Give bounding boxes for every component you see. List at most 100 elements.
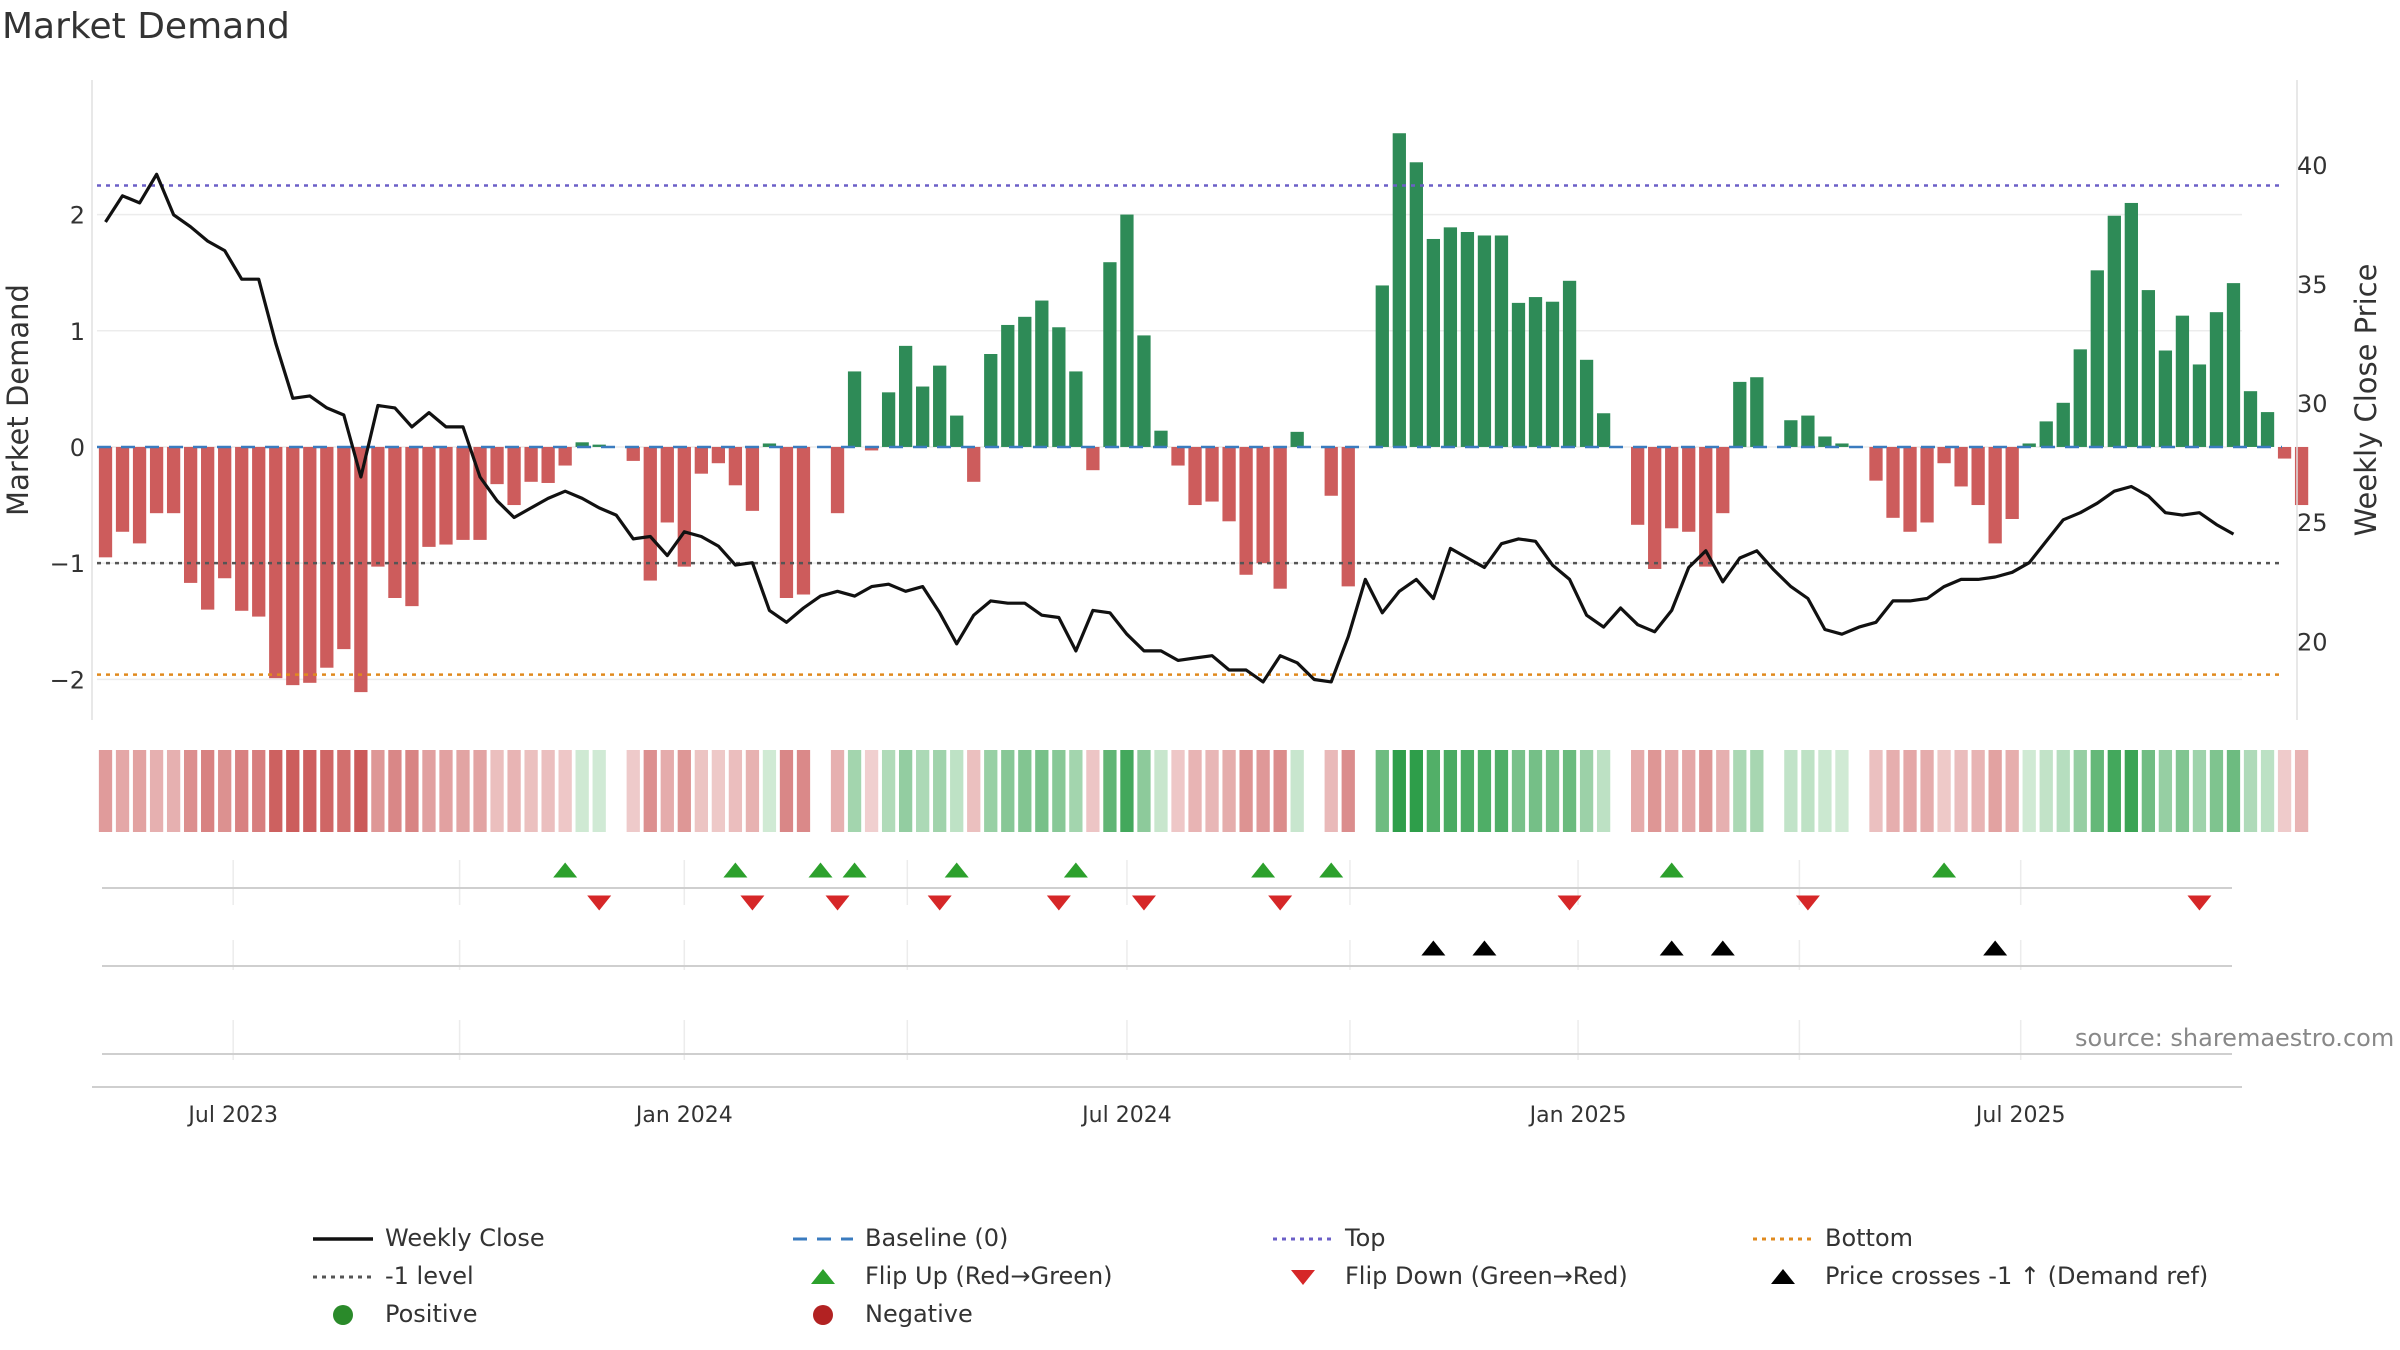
demand-bar-negative: [779, 446, 794, 598]
demand-bar-positive: [1818, 436, 1832, 447]
flip-down-marker: [1557, 895, 1582, 911]
strip-cell-positive: [2022, 750, 2036, 832]
demand-bar-negative: [166, 446, 181, 514]
legend-swatch: [1273, 1237, 1333, 1241]
strip-cell-positive: [1137, 750, 1151, 832]
strip-cell-positive: [2141, 750, 2156, 832]
demand-bar-positive: [762, 443, 777, 447]
price-cross-marker: [1659, 940, 1684, 956]
demand-bar-negative: [2294, 446, 2309, 506]
demand-bar-negative: [371, 446, 385, 567]
demand-bar-positive: [1392, 133, 1406, 447]
strip-cell-positive: [2209, 750, 2224, 832]
strip-cell-negative: [166, 750, 181, 832]
demand-bar-positive: [1103, 262, 1117, 447]
demand-bar-negative: [1324, 446, 1338, 496]
demand-bar-positive: [2175, 315, 2190, 447]
flip-up-marker: [1319, 862, 1344, 878]
legend-swatch: [793, 1237, 853, 1241]
demand-bar-positive: [2260, 412, 2275, 447]
strip-cell-positive: [1392, 750, 1406, 832]
strip-cell-positive: [1018, 750, 1032, 832]
strip-cell-negative: [1971, 750, 1985, 832]
demand-bar-positive: [2141, 290, 2156, 447]
demand-bar-positive: [1290, 431, 1304, 447]
demand-bar-negative: [1273, 446, 1287, 589]
demand-bar-positive: [1750, 377, 1764, 447]
demand-bar-positive: [2107, 215, 2121, 447]
y2-axis-label: Weekly Close Price: [2349, 264, 2383, 537]
legend-swatch: [1291, 1270, 1315, 1285]
strip-cell-positive: [1835, 750, 1849, 832]
strip-cell-negative: [1886, 750, 1900, 832]
strip-cell-negative: [286, 750, 300, 832]
y-axis-label: Market Demand: [1, 284, 35, 516]
demand-bar-negative: [1954, 446, 1968, 487]
demand-bar-positive: [1375, 285, 1389, 447]
strip-cell-negative: [422, 750, 436, 832]
demand-bar-negative: [115, 446, 130, 532]
demand-bar-positive: [1154, 430, 1168, 447]
demand-bar-negative: [864, 446, 879, 451]
strip-cell-negative: [1869, 750, 1883, 832]
legend-label: Bottom: [1825, 1224, 1914, 1252]
legend-swatch: [811, 1269, 835, 1284]
demand-bar-positive: [1069, 371, 1083, 447]
flip-up-marker: [1063, 862, 1088, 878]
demand-bar-positive: [2073, 349, 2087, 447]
demand-bar-negative: [1886, 446, 1900, 518]
legend-label: -1 level: [385, 1262, 474, 1290]
demand-bar-positive: [1511, 302, 1526, 447]
strip-cell-negative: [728, 750, 743, 832]
strip-cell-negative: [745, 750, 760, 832]
strip-cell-negative: [1188, 750, 1202, 832]
y-tick-label: 1: [70, 318, 85, 346]
legend-label: Flip Up (Red→Green): [865, 1262, 1113, 1290]
demand-bar-positive: [575, 442, 589, 447]
demand-bar-positive: [2124, 202, 2138, 447]
demand-bar-negative: [830, 446, 845, 514]
strip-cell-negative: [115, 750, 130, 832]
demand-bar-negative: [507, 446, 521, 506]
demand-bar-positive: [1477, 235, 1492, 447]
x-tick-label: Jan 2024: [634, 1103, 733, 1128]
demand-heat-strip: [98, 750, 2309, 832]
strip-cell-positive: [1154, 750, 1168, 832]
strip-cell-positive: [1120, 750, 1134, 832]
demand-bar-positive: [2158, 350, 2173, 447]
strip-cell-positive: [2175, 750, 2190, 832]
demand-bar-negative: [1665, 446, 1679, 529]
strip-cell-negative: [830, 750, 845, 832]
strip-cell-positive: [881, 750, 896, 832]
demand-bar-negative: [728, 446, 743, 486]
demand-bar-negative: [252, 446, 266, 617]
strip-cell-negative: [1716, 750, 1730, 832]
demand-bar-negative: [337, 446, 351, 650]
demand-bar-negative: [796, 446, 811, 595]
demand-bar-negative: [218, 446, 232, 579]
y2-tick-label: 30: [2297, 390, 2328, 418]
y-tick-label: 0: [70, 434, 85, 462]
flip-up-marker: [808, 862, 833, 878]
strip-cell-positive: [1001, 750, 1015, 832]
demand-bar-negative: [1648, 446, 1662, 569]
demand-bar-negative: [1341, 446, 1355, 587]
flip-up-marker: [842, 862, 867, 878]
demand-bar-positive: [1120, 214, 1134, 447]
strip-cell-negative: [456, 750, 470, 832]
demand-bar-positive: [1528, 297, 1543, 447]
strip-cell-positive: [1579, 750, 1594, 832]
demand-bar-negative: [132, 446, 147, 544]
strip-cell-positive: [2107, 750, 2121, 832]
strip-cell-positive: [1409, 750, 1423, 832]
demand-bar-negative: [1222, 446, 1236, 522]
demand-bar-positive: [2243, 391, 2258, 447]
strip-cell-negative: [1937, 750, 1951, 832]
strip-cell-negative: [1631, 750, 1645, 832]
legend-swatch: [1771, 1269, 1795, 1284]
demand-bar-negative: [388, 446, 402, 598]
demand-bar-positive: [1409, 162, 1423, 447]
demand-bar-negative: [1716, 446, 1730, 514]
demand-bar-positive: [1494, 235, 1509, 447]
demand-bar-positive: [1137, 335, 1151, 447]
